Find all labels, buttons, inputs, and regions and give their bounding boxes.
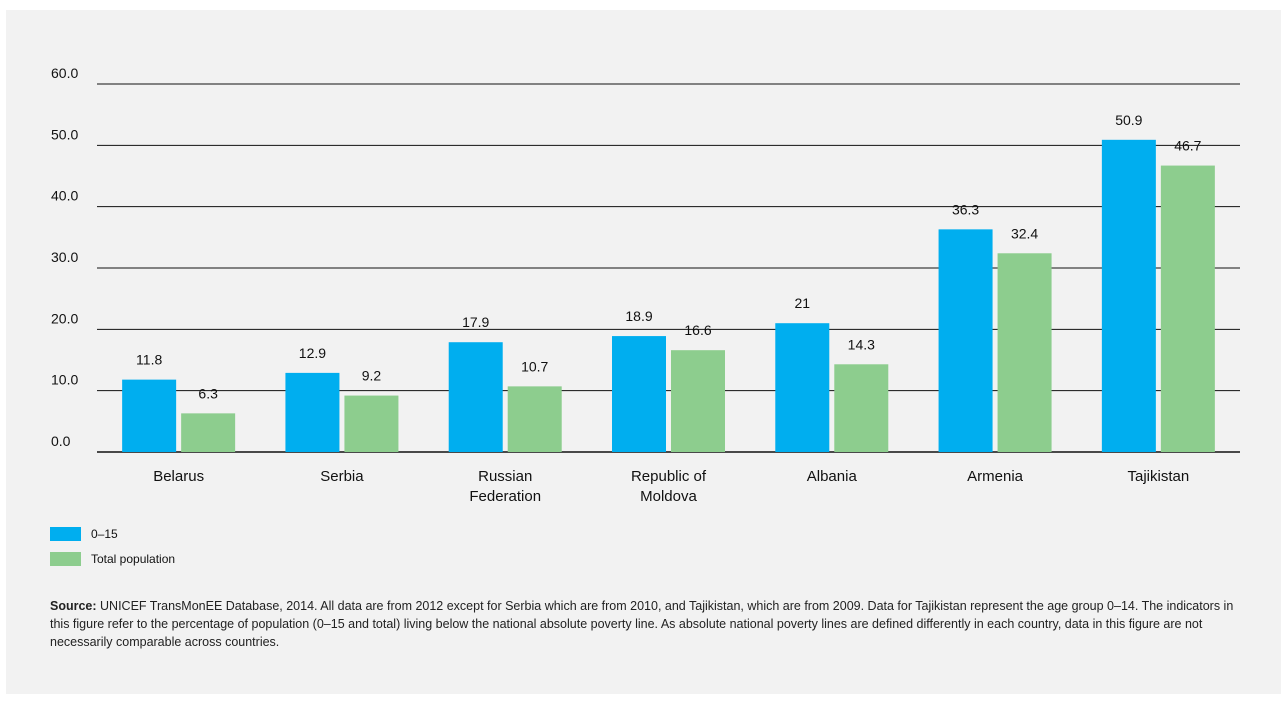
data-label: 16.6 [684, 322, 711, 338]
bar-0-15-armenia [938, 229, 993, 452]
legend-swatch-total-population [50, 552, 81, 566]
y-tick-label: 50.0 [51, 126, 78, 142]
bar-chart: 0.0 10.0 20.0 30.0 40.0 50.0 60.0 11.8 6.3 Belaru… [51, 65, 1240, 505]
source-text: UNICEF TransMonEE Database, 2014. All da… [50, 599, 1234, 649]
x-tick-label: Moldova [640, 488, 697, 505]
data-label: 14.3 [848, 336, 875, 352]
x-tick-label: Armenia [967, 468, 1024, 485]
bar-total-population-republic-of-moldova [671, 350, 725, 452]
data-label: 21 [794, 295, 810, 311]
bar-total-population-tajikistan [1160, 165, 1215, 452]
data-label: 50.9 [1115, 112, 1142, 128]
bar-0-15-serbia [285, 372, 340, 452]
legend-item-0-15: 0–15 [50, 527, 175, 541]
data-label: 11.8 [136, 352, 162, 368]
bar-total-population-russian-federation [507, 386, 562, 452]
data-label: 9.2 [362, 368, 382, 384]
data-label: 10.7 [521, 358, 548, 374]
x-tick-label: Belarus [153, 468, 204, 485]
x-tick-label: Federation [469, 488, 541, 505]
x-tick-label: Tajikistan [1128, 468, 1190, 485]
source-note: Source: UNICEF TransMonEE Database, 2014… [50, 597, 1250, 651]
legend-item-total-population: Total population [50, 552, 175, 566]
data-label: 18.9 [625, 308, 652, 324]
bar-0-15-tajikistan [1101, 139, 1156, 452]
x-tick-label: Republic of [631, 468, 707, 485]
data-label: 12.9 [299, 345, 326, 361]
data-label: 36.3 [952, 201, 979, 217]
legend-label-total-population: Total population [91, 552, 176, 566]
legend-label-0-15: 0–15 [91, 527, 118, 541]
y-tick-label: 40.0 [51, 188, 78, 204]
x-tick-label: Russian [478, 468, 532, 485]
bar-total-population-serbia [344, 395, 399, 452]
bar-0-15-russian-federation [448, 342, 503, 452]
data-label: 17.9 [462, 314, 489, 330]
y-tick-label: 30.0 [51, 249, 78, 265]
legend-swatch-0-15 [50, 527, 81, 541]
source-label: Source: [50, 599, 97, 613]
bar-total-population-belarus [181, 413, 236, 452]
legend: 0–15 Total population [50, 527, 175, 577]
data-label: 46.7 [1174, 138, 1201, 154]
x-tick-label: Serbia [320, 468, 364, 485]
x-tick-label: Albania [807, 468, 858, 485]
bar-0-15-belarus [122, 379, 177, 452]
data-label: 32.4 [1011, 225, 1038, 241]
y-tick-label: 10.0 [51, 372, 78, 388]
bar-0-15-albania [775, 323, 830, 452]
data-label: 6.3 [198, 385, 218, 401]
y-tick-label: 20.0 [51, 310, 78, 326]
bar-total-population-armenia [997, 253, 1052, 452]
y-tick-label: 0.0 [51, 433, 71, 449]
y-tick-label: 60.0 [51, 65, 78, 81]
bar-0-15-republic-of-moldova [612, 336, 666, 452]
bar-total-population-albania [834, 364, 889, 452]
